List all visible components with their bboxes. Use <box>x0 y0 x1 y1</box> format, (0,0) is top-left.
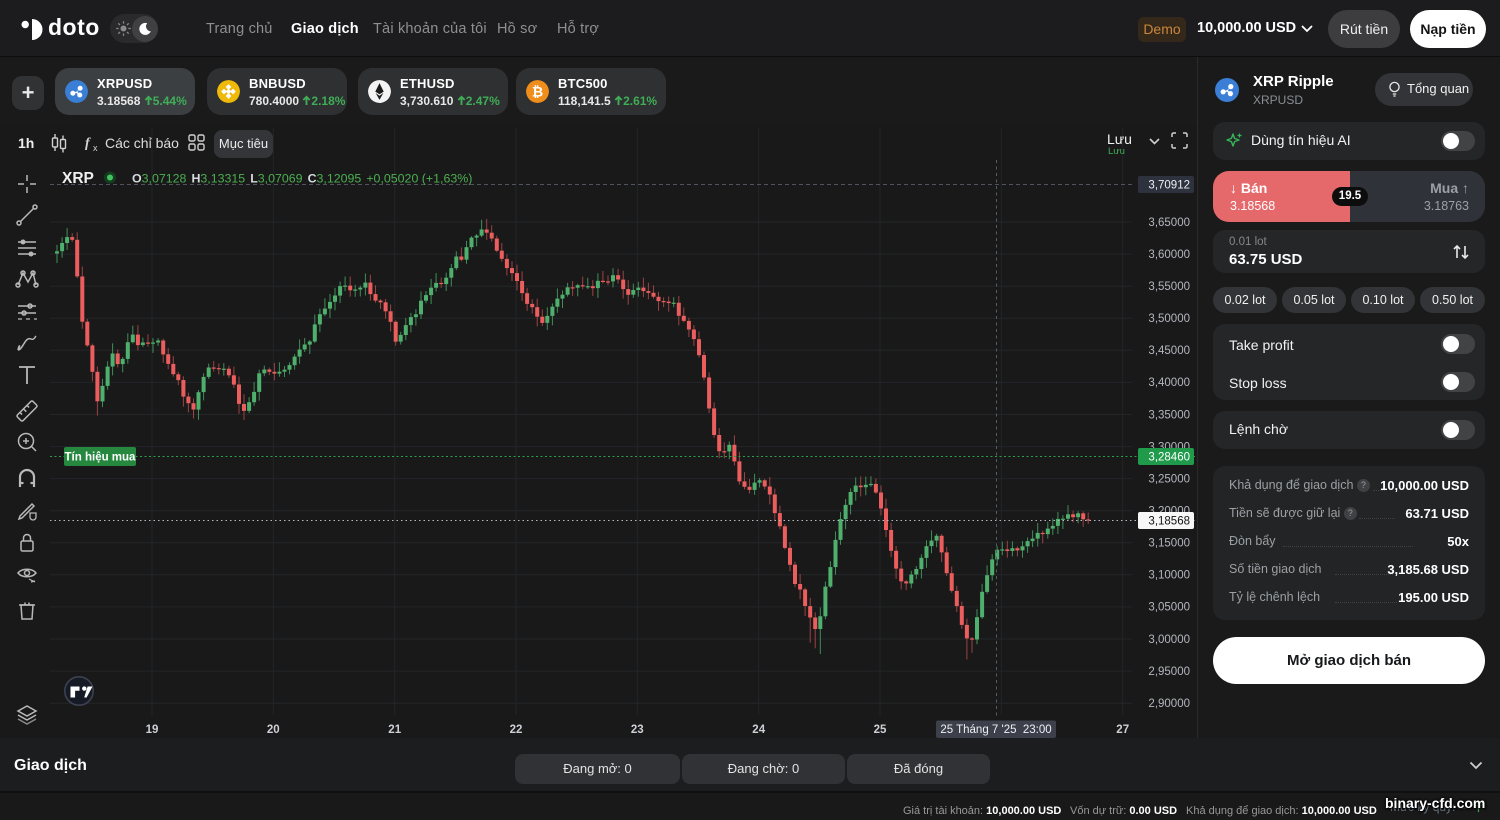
svg-text:3,25000: 3,25000 <box>1148 473 1190 485</box>
svg-text:3,45000: 3,45000 <box>1148 345 1190 357</box>
svg-text:XRP: XRP <box>62 170 94 187</box>
svg-text:3,55000: 3,55000 <box>1148 281 1190 293</box>
svg-text:25 Tháng 7 '25 23:00: 25 Tháng 7 '25 23:00 <box>940 724 1051 736</box>
svg-text:19: 19 <box>146 724 159 736</box>
svg-text:f: f <box>85 136 91 151</box>
svg-text:3,60000: 3,60000 <box>1148 249 1190 261</box>
svg-text:Tín hiệu mua: Tín hiệu mua <box>65 452 137 464</box>
svg-text:27: 27 <box>1116 724 1129 736</box>
svg-text:3,00000: 3,00000 <box>1148 634 1190 646</box>
svg-text:3,70912: 3,70912 <box>1148 179 1190 191</box>
svg-text:3,15000: 3,15000 <box>1148 538 1190 550</box>
svg-text:20: 20 <box>267 724 280 736</box>
svg-text:3,10000: 3,10000 <box>1148 570 1190 582</box>
svg-text:21: 21 <box>388 724 401 736</box>
svg-text:3,50000: 3,50000 <box>1148 313 1190 325</box>
svg-text:3,18568: 3,18568 <box>1148 515 1190 527</box>
svg-text:2,95000: 2,95000 <box>1148 666 1190 678</box>
svg-text:3,40000: 3,40000 <box>1148 377 1190 389</box>
svg-text:3,65000: 3,65000 <box>1148 217 1190 229</box>
svg-text:2,90000: 2,90000 <box>1148 698 1190 710</box>
svg-text:24: 24 <box>752 724 765 736</box>
svg-text:3,35000: 3,35000 <box>1148 409 1190 421</box>
svg-text:3,05000: 3,05000 <box>1148 602 1190 614</box>
svg-text:23: 23 <box>631 724 644 736</box>
svg-text:25: 25 <box>874 724 887 736</box>
svg-text:3,28460: 3,28460 <box>1148 451 1190 463</box>
svg-text:x: x <box>93 143 98 152</box>
svg-text:22: 22 <box>510 724 523 736</box>
svg-text:₿: ₿ <box>532 83 543 99</box>
